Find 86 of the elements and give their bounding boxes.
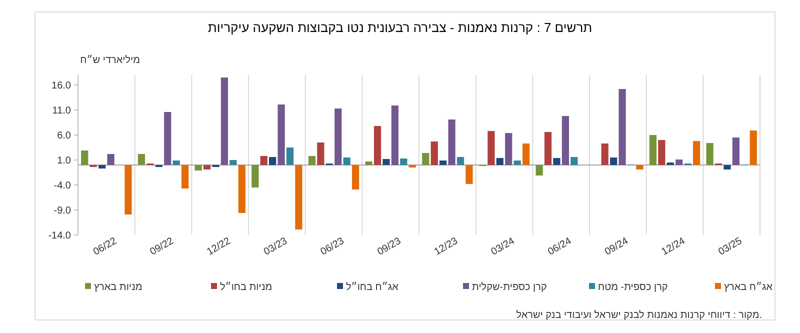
bar xyxy=(553,158,560,165)
legend-item: אג״ח בארץ xyxy=(715,282,773,293)
bar xyxy=(601,144,608,165)
bar xyxy=(618,89,626,165)
bar xyxy=(422,153,430,165)
bar xyxy=(98,165,106,168)
bar xyxy=(382,159,390,165)
legend-item: מניות בחו״ל xyxy=(211,282,272,293)
bar xyxy=(181,165,189,188)
bar xyxy=(172,160,180,165)
bar xyxy=(544,132,552,165)
legend-label: מניות בחו״ל xyxy=(220,281,272,293)
x-tick-label: 03/23 xyxy=(262,236,290,258)
bar xyxy=(230,160,237,165)
bar xyxy=(286,148,294,165)
y-axis-title: מיליארדי ש״ח xyxy=(80,54,140,66)
x-tick-label: 06/22 xyxy=(92,236,120,258)
bar xyxy=(343,158,350,165)
chart-title: תרשים 7 : קרנות נאמנות - צבירה רבעונית נטו בקבוצות השקעה עיקריות xyxy=(208,20,592,35)
y-tick-label: 6.0 xyxy=(57,130,72,142)
x-tick-label: 09/24 xyxy=(603,236,631,258)
bar xyxy=(269,157,276,165)
bar xyxy=(658,140,666,165)
y-tick-label: -9.0 xyxy=(54,206,72,216)
bar xyxy=(203,165,211,170)
y-tick-label: 11.0 xyxy=(52,106,72,116)
bar xyxy=(692,141,700,165)
bar xyxy=(536,165,543,176)
bar xyxy=(400,158,408,165)
bar xyxy=(81,150,88,165)
y-tick-label: 1.0 xyxy=(57,156,72,166)
legend-item: מניות בארץ xyxy=(85,282,142,293)
bar xyxy=(522,144,530,165)
bar xyxy=(334,108,342,165)
bar xyxy=(365,162,372,165)
bar xyxy=(505,133,512,165)
x-tick-label: 09/23 xyxy=(376,236,404,258)
bar xyxy=(610,158,618,165)
y-tick-label: -4.0 xyxy=(54,180,72,192)
bar xyxy=(570,157,578,165)
bar xyxy=(732,138,740,165)
bar xyxy=(352,165,360,190)
bar xyxy=(514,160,521,165)
bar xyxy=(466,165,473,184)
legend-label: מניות בארץ xyxy=(94,282,142,293)
bar xyxy=(278,104,285,165)
bar xyxy=(164,112,172,165)
bar xyxy=(440,160,447,165)
bar xyxy=(308,156,316,165)
legend-label: קרן כספית-שקלית xyxy=(472,281,547,293)
bar xyxy=(260,156,268,165)
bar xyxy=(374,126,382,165)
legend-label: אג״ח בארץ xyxy=(724,281,774,293)
bar xyxy=(448,120,456,165)
legend-label: אג״ח בחו״ל xyxy=(346,281,400,293)
y-tick-label: 16.0 xyxy=(52,80,72,92)
bar xyxy=(676,160,683,165)
bar xyxy=(238,165,246,213)
bar xyxy=(220,78,228,165)
bar xyxy=(488,131,495,165)
bar xyxy=(430,142,438,165)
legend-item: קרן כספית-שקלית xyxy=(463,282,547,293)
bar xyxy=(194,165,202,170)
bar xyxy=(496,158,504,165)
legend-item: אג״ח בחו״ל xyxy=(337,282,398,293)
bar xyxy=(124,165,132,214)
y-tick-label: -14.0 xyxy=(48,230,72,242)
bar xyxy=(107,154,114,165)
bar xyxy=(750,130,757,165)
bar xyxy=(649,135,657,165)
text: מקור : דיווחי קרנות נאמנות לבנק ישראל ועיבודי בנק ישראל. xyxy=(516,309,762,321)
x-tick-label: 06/24 xyxy=(546,236,574,258)
x-tick-label: 06/23 xyxy=(318,236,346,258)
bar xyxy=(295,165,302,230)
bar xyxy=(138,154,146,165)
bar xyxy=(252,165,259,188)
bar xyxy=(706,143,714,165)
x-tick-label: 09/22 xyxy=(148,236,176,258)
bar xyxy=(636,165,644,170)
bar xyxy=(562,116,569,165)
x-tick-label: 03/24 xyxy=(489,236,517,258)
bar xyxy=(724,165,731,170)
bar xyxy=(391,106,398,165)
bar xyxy=(456,157,464,165)
legend-item: קרן כספית- מטח xyxy=(589,282,668,293)
bar xyxy=(317,142,324,165)
